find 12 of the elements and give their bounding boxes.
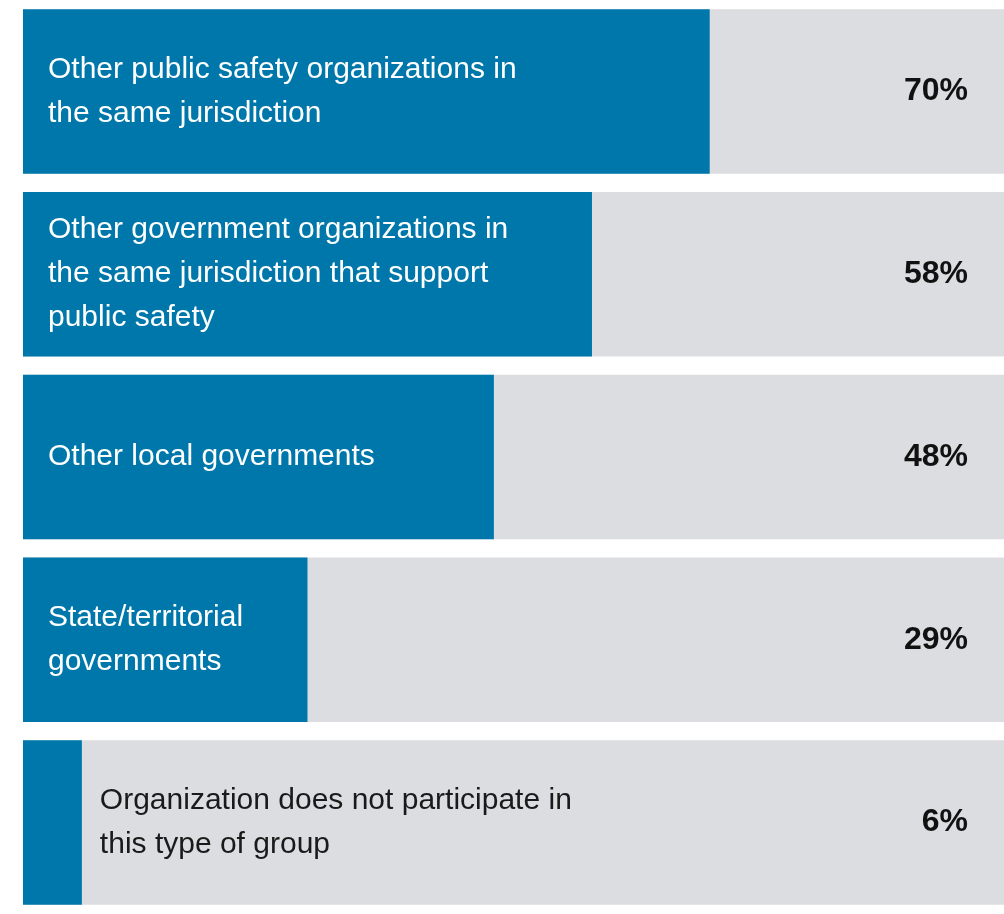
- y-tick-label: Other public safety organizations in the same jurisdiction: [48, 50, 517, 128]
- data-label: 70%: [903, 71, 968, 108]
- y-tick-label: Other local governments: [48, 438, 375, 472]
- bar: [23, 740, 82, 905]
- y-tick-label: Organization does not participate in this type of group: [99, 781, 572, 859]
- y-tick-label: Other government organizations in the same jurisdiction that support public safety: [48, 211, 509, 333]
- data-label: 29%: [903, 619, 968, 656]
- y-tick-label: State/territorial governments: [48, 599, 244, 677]
- bar: [23, 557, 308, 723]
- data-label: 48%: [903, 436, 968, 473]
- data-label: 6%: [921, 802, 968, 839]
- data-label: 58%: [903, 254, 968, 291]
